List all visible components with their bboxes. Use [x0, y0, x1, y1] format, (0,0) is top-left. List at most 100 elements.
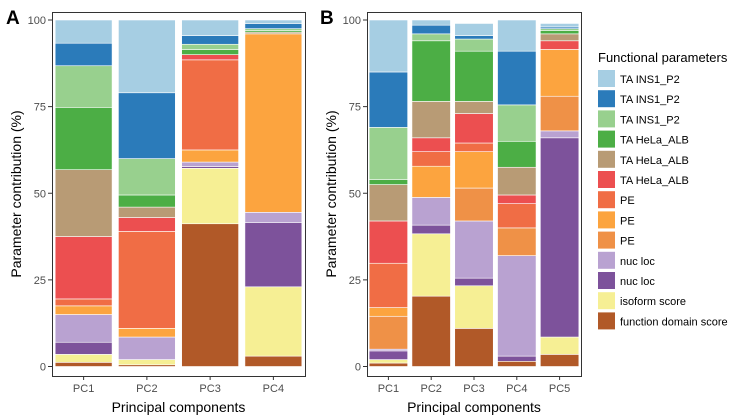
- bar-segment: [244, 286, 303, 357]
- bar-segment: [454, 142, 494, 152]
- x-tick-label: PC3: [463, 383, 484, 395]
- y-tick-label: 25: [349, 275, 361, 287]
- x-tick-label: PC5: [549, 383, 570, 395]
- panel-label: B: [320, 8, 334, 29]
- bar-segment: [244, 212, 303, 224]
- bar-segment: [54, 314, 113, 343]
- y-tick-label: 50: [349, 188, 361, 200]
- bar-segment: [54, 298, 113, 307]
- x-tick-label: PC1: [73, 383, 94, 395]
- bar-segment: [181, 43, 239, 50]
- bar-segment: [411, 295, 451, 367]
- bar-segment: [54, 169, 113, 237]
- bar-segment: [118, 359, 176, 366]
- bar-segment: [454, 187, 494, 222]
- bar-segment: [454, 23, 494, 36]
- legend-label: nuc loc: [620, 276, 655, 288]
- panel-label: A: [6, 8, 20, 29]
- bar-segment: [118, 231, 176, 329]
- bar-segment: [497, 194, 537, 204]
- bar-segment: [540, 40, 580, 50]
- bar-segment: [411, 137, 451, 152]
- bar-segment: [244, 222, 303, 288]
- legend-swatch: [598, 171, 615, 188]
- bar-segment: [497, 104, 537, 142]
- legend-label: TA INS1_P2: [620, 94, 680, 106]
- bar-segment: [540, 336, 580, 355]
- legend-swatch: [598, 211, 615, 229]
- legend-swatch: [598, 130, 615, 148]
- bar-segment: [54, 341, 113, 355]
- bar-segment: [454, 220, 494, 279]
- bar-segment: [118, 19, 176, 94]
- bar-segment: [54, 236, 113, 300]
- bar-segment: [454, 328, 494, 367]
- bar-segment: [411, 224, 451, 235]
- bar-segment: [54, 65, 113, 108]
- x-axis-title: Principal components: [407, 399, 541, 415]
- legend-swatch: [598, 272, 615, 289]
- x-tick-label: PC4: [263, 383, 284, 395]
- bar-segment: [181, 49, 239, 55]
- bar-segment: [540, 137, 580, 338]
- bar-segment: [540, 49, 580, 97]
- legend-label: TA HeLa_ALB: [620, 175, 689, 187]
- legend-label: nuc loc: [620, 256, 655, 268]
- bar-segment: [411, 33, 451, 42]
- bar-segment: [411, 151, 451, 167]
- legend-swatch: [598, 110, 615, 128]
- bar-segment: [54, 107, 113, 170]
- bar-segment: [497, 227, 537, 256]
- bar-segment: [54, 354, 113, 363]
- bar-segment: [54, 42, 113, 67]
- legend-label: PE: [620, 195, 635, 207]
- bar-segment: [54, 305, 113, 315]
- bar-segment: [368, 362, 408, 367]
- y-tick-label: 75: [34, 102, 46, 114]
- legend-label: PE: [620, 236, 635, 248]
- legend-swatch: [598, 231, 615, 249]
- legend-swatch: [598, 150, 615, 168]
- legend-swatch: [598, 191, 615, 209]
- bar-segment: [411, 24, 451, 35]
- bar-segment: [181, 161, 239, 167]
- bar-segment: [368, 315, 408, 350]
- bar-segment: [368, 127, 408, 180]
- bar-segment: [181, 223, 239, 367]
- bar-segment: [118, 158, 176, 196]
- bar-segment: [368, 262, 408, 308]
- bar-segment: [540, 130, 580, 139]
- y-axis-title: Parameter contribution (%): [8, 110, 24, 277]
- x-tick-label: PC2: [420, 383, 441, 395]
- bar-segment: [454, 101, 494, 114]
- bar-segment: [497, 50, 537, 106]
- bar-segment: [244, 19, 303, 24]
- y-tick-label: 0: [40, 362, 46, 374]
- bar-segment: [497, 361, 537, 367]
- x-axis-title: Principal components: [112, 399, 246, 415]
- bar-segment: [368, 220, 408, 264]
- bar-segment: [54, 19, 113, 44]
- bar-segment: [497, 255, 537, 357]
- x-tick-label: PC1: [378, 383, 399, 395]
- y-tick-label: 0: [355, 362, 361, 374]
- bar-segment: [411, 197, 451, 226]
- bar-segment: [411, 165, 451, 198]
- x-tick-label: PC2: [136, 383, 157, 395]
- bar-segment: [411, 233, 451, 297]
- bar-segment: [244, 33, 303, 213]
- bar-segment: [244, 355, 303, 367]
- bar-segment: [454, 151, 494, 189]
- x-tick-label: PC3: [199, 383, 220, 395]
- legend-swatch: [598, 70, 615, 87]
- legend-swatch: [598, 90, 615, 108]
- bar-segment: [368, 179, 408, 185]
- bar-segment: [181, 19, 239, 36]
- bar-segment: [411, 40, 451, 102]
- bar-segment: [118, 328, 176, 338]
- bar-segment: [368, 350, 408, 360]
- y-axis-title: Parameter contribution (%): [323, 110, 339, 277]
- legend-label: TA HeLa_ALB: [620, 155, 689, 167]
- bar-segment: [497, 355, 537, 362]
- legend-swatch: [598, 292, 615, 310]
